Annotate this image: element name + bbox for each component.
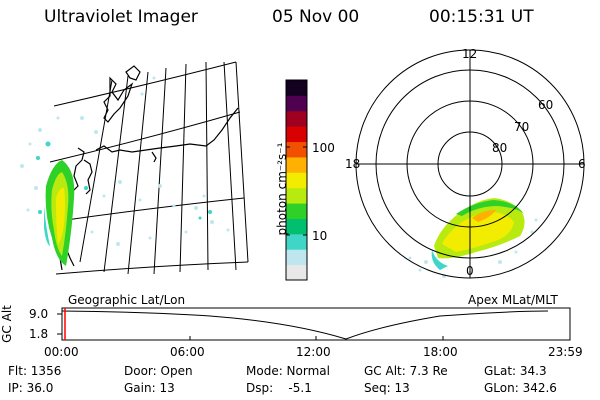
timeline-x-tick-1800: 18:00 (423, 345, 458, 359)
colorbar-gradient (286, 80, 307, 281)
geo-grid-longitudes (79, 61, 249, 275)
geo-grid-latitudes (49, 61, 249, 275)
filter-readout: Flt: 1356 (8, 364, 62, 378)
polar-panel-label: Apex MLat/MLT (468, 293, 558, 307)
colorbar-frame (285, 79, 308, 281)
instrument-title: Ultraviolet Imager (44, 7, 198, 27)
colorbar-tick-100: 100 (312, 141, 335, 155)
geographic-map (20, 61, 249, 275)
timeline-x-tick-2359: 23:59 (548, 345, 583, 359)
colorbar-segment (286, 156, 307, 173)
timeline-y-tick-low: 1.8 (29, 327, 49, 341)
glat-readout: GLat: 34.3 (484, 364, 547, 378)
timeline-y-title: GC Alt (0, 305, 14, 343)
timeline-ticks (57, 313, 444, 340)
ip-readout: IP: 36.0 (8, 381, 54, 395)
mlt-label-18: 18 (345, 157, 361, 171)
glon-readout: GLon: 342.6 (484, 381, 557, 395)
colorbar-segment (286, 187, 307, 204)
mlat-label-70: 70 (514, 120, 530, 134)
colorbar-segment (286, 264, 307, 281)
timeline-x-tick-1200: 12:00 (296, 345, 331, 359)
polar-plot (355, 49, 585, 279)
colorbar-ticks (286, 146, 307, 236)
timeline-y-tick-high: 9.0 (29, 307, 49, 321)
timeline-x-tick-0000: 00:00 (44, 345, 79, 359)
mlat-label-60: 60 (538, 98, 554, 112)
colorbar-segment (286, 249, 307, 266)
colorbar-segment (286, 172, 307, 189)
colorbar-segment (286, 141, 307, 158)
timeline-plot (57, 307, 571, 341)
date-label: 05 Nov 00 (272, 7, 360, 27)
mlat-label-80: 80 (492, 141, 508, 155)
colorbar-segment (286, 218, 307, 235)
gain-readout: Gain: 13 (124, 381, 175, 395)
colorbar-unit-label: photon cm⁻²s⁻¹ (275, 142, 289, 236)
coastlines (55, 65, 239, 271)
polar-emission (408, 198, 538, 278)
mode-readout: Mode: Normal (246, 364, 330, 378)
timeline-x-tick-0600: 06:00 (170, 345, 205, 359)
dsp-readout: Dsp: -5.1 (246, 381, 312, 395)
colorbar (285, 79, 308, 281)
mlt-label-12: 12 (462, 47, 478, 61)
polar-grid (355, 49, 585, 279)
colorbar-segment (286, 203, 307, 219)
altitude-curve (61, 310, 549, 340)
geo-panel-label: Geographic Lat/Lon (68, 293, 186, 307)
mlt-label-6: 6 (578, 157, 586, 171)
time-label: 00:15:31 UT (429, 7, 534, 27)
colorbar-tick-10: 10 (312, 229, 328, 243)
colorbar-segment (286, 95, 307, 112)
seq-readout: Seq: 13 (364, 381, 410, 395)
colorbar-segment (286, 126, 307, 143)
gc-alt-readout: GC Alt: 7.3 Re (364, 364, 448, 378)
mlt-label-0: 0 (466, 264, 474, 278)
colorbar-segment (286, 80, 307, 96)
colorbar-segment (286, 233, 307, 250)
colorbar-segment (286, 110, 307, 127)
geo-emission (20, 76, 230, 266)
door-readout: Door: Open (124, 364, 193, 378)
